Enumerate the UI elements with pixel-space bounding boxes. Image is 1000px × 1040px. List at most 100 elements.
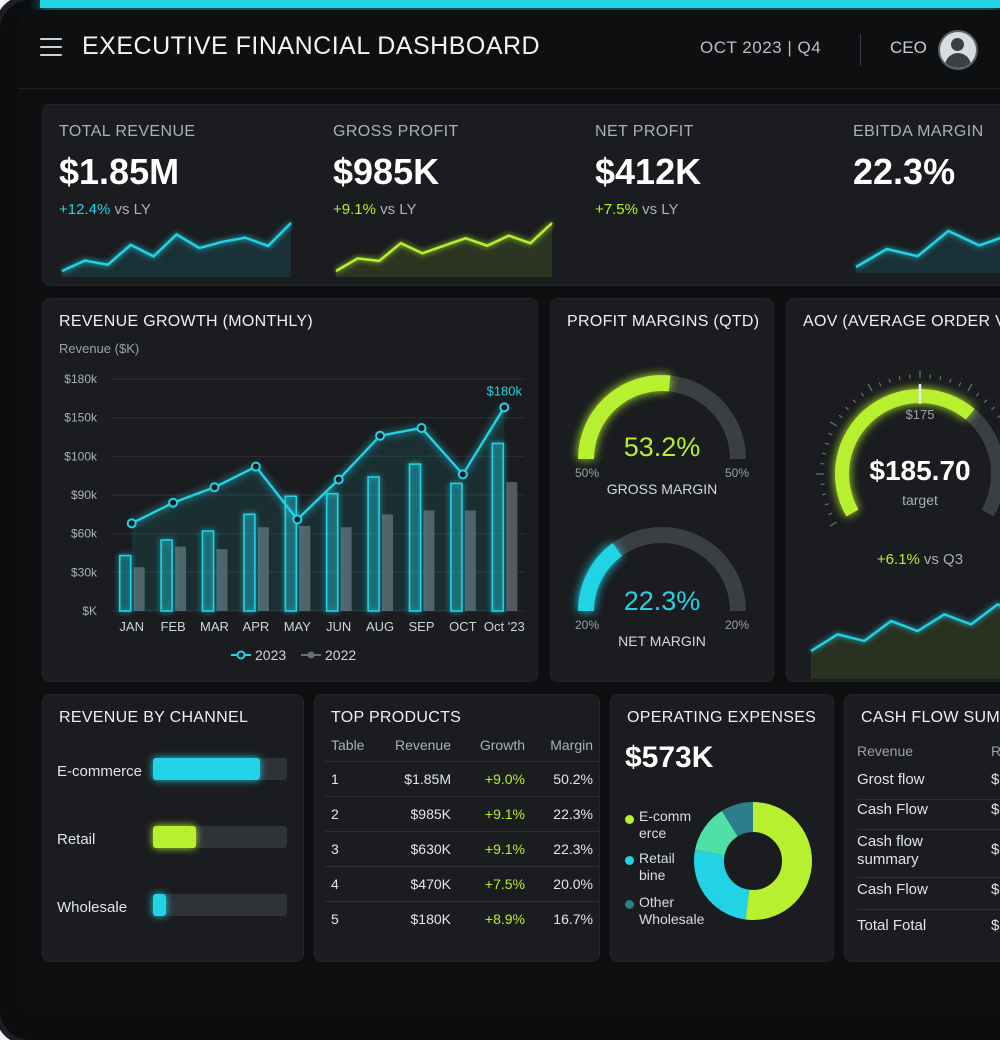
table-cell: 50.2% — [531, 762, 599, 797]
aov-gauge-tick — [991, 407, 994, 410]
x-tick-label: MAY — [284, 619, 312, 634]
table-cell: $470K — [383, 867, 457, 902]
line-point-2023 — [459, 470, 467, 478]
cash-flow-divider — [857, 877, 1000, 878]
aov-gauge-tick — [889, 379, 890, 383]
column-header[interactable]: Growth — [457, 737, 531, 762]
top-accent-bar — [40, 0, 1000, 8]
channel-fill-ecommerce — [153, 758, 260, 780]
column-header[interactable]: Revenue — [383, 737, 457, 762]
line-point-2023 — [252, 463, 260, 471]
column-header[interactable]: Margin — [531, 737, 599, 762]
kpi-total-revenue-sparkline — [59, 215, 294, 277]
revenue-by-channel-card: REVENUE BY CHANNEL E-commerce Retail Who… — [42, 694, 304, 962]
gross-margin-left-label: 50% — [575, 466, 599, 480]
operating-expenses-title: OPERATING EXPENSES — [627, 709, 816, 727]
legend-marker-2022 — [308, 652, 315, 659]
x-tick-label: MAR — [200, 619, 229, 634]
x-tick-label: OCT — [449, 619, 477, 634]
aov-gauge-tick — [868, 384, 872, 391]
aov-gauge-tick — [839, 415, 842, 417]
user-avatar[interactable] — [938, 30, 978, 70]
aov-gauge-tick — [899, 376, 900, 380]
kpi-total-revenue-value: $1.85M — [59, 151, 179, 193]
table-row[interactable]: 3$630K+9.1%22.3% — [325, 832, 599, 867]
channel-label-retail: Retail — [57, 831, 95, 848]
top-header: EXECUTIVE FINANCIAL DASHBOARD OCT 2023 |… — [18, 10, 1000, 89]
table-cell: 4 — [325, 867, 383, 902]
table-cell: 16.7% — [531, 902, 599, 937]
table-cell: 5 — [325, 902, 383, 937]
revenue-growth-subtitle: Revenue ($K) — [59, 341, 139, 356]
aov-gauge-tick — [879, 383, 881, 387]
cash-flow-row[interactable]: Grost flow$1. — [857, 771, 1000, 800]
table-row[interactable]: 2$985K+9.1%22.3% — [325, 797, 599, 832]
kpi-net-profit-value: $412K — [595, 151, 701, 193]
period-selector[interactable]: OCT 2023 | Q4 — [700, 38, 821, 58]
channel-bar-wholesale — [153, 894, 287, 916]
aov-title: AOV (AVERAGE ORDER VA — [803, 313, 1000, 331]
revenue-growth-card: REVENUE GROWTH (MONTHLY) Revenue ($K) $K… — [42, 298, 538, 682]
legend-label-2022: 2022 — [325, 647, 356, 663]
aov-gauge-tick — [829, 433, 833, 435]
aov-gauge-tick — [825, 504, 829, 505]
operating-expenses-value: $573K — [625, 741, 713, 775]
x-tick-label: AUG — [366, 619, 394, 634]
aov-gauge-tick — [984, 400, 987, 403]
net-margin-right-label: 20% — [725, 618, 749, 632]
kpi-total-revenue-label: TOTAL REVENUE — [59, 123, 196, 141]
profit-margins-gauges: 53.2% GROSS MARGIN 50% 50% 22.3% NET MAR… — [551, 339, 773, 679]
cash-flow-row[interactable]: Cash Flow$1 — [857, 801, 1000, 830]
table-cell: $630K — [383, 832, 457, 867]
table-header-row: Table Revenue Growth Margin — [325, 737, 599, 762]
table-cell: $1.85M — [383, 762, 457, 797]
legend-dot-retail — [625, 856, 634, 865]
aov-gauge-tick — [822, 453, 826, 454]
table-row[interactable]: 1$1.85M+9.0%50.2% — [325, 762, 599, 797]
table-row[interactable]: 5$180K+8.9%16.7% — [325, 902, 599, 937]
gross-margin-right-label: 50% — [725, 466, 749, 480]
table-cell: 3 — [325, 832, 383, 867]
y-tick-label: $150k — [64, 411, 98, 425]
y-tick-label: $K — [82, 604, 97, 618]
sparkline-area — [856, 231, 1000, 273]
net-margin-arc — [586, 550, 617, 611]
cash-flow-row[interactable]: Total Fotal$1. — [857, 917, 1000, 941]
table-cell: +9.1% — [457, 832, 531, 867]
operating-expenses-donut — [689, 797, 817, 925]
legend-label-2023: 2023 — [255, 647, 286, 663]
channel-bar-retail — [153, 826, 287, 848]
net-margin-value: 22.3% — [624, 586, 701, 616]
hamburger-menu-icon[interactable] — [40, 38, 62, 56]
aov-card: AOV (AVERAGE ORDER VA $175 $185.70 targe… — [786, 298, 1000, 682]
aov-gauge-tick — [940, 376, 941, 380]
kpi-gross-profit-label: GROSS PROFIT — [333, 123, 459, 141]
cash-flow-title: CASH FLOW SUMM — [861, 709, 1000, 727]
table-row[interactable]: 4$470K+7.5%20.0% — [325, 867, 599, 902]
aov-target-label: target — [902, 492, 938, 508]
table-cell: 22.3% — [531, 832, 599, 867]
kpi-gross-profit-sparkline — [333, 215, 555, 277]
aov-sparkline-area — [811, 601, 1000, 679]
line-point-2023 — [376, 432, 384, 440]
gross-margin-label: GROSS MARGIN — [607, 481, 717, 497]
user-role-label: CEO — [890, 38, 927, 58]
column-header[interactable]: Table — [325, 737, 383, 762]
gross-margin-value: 53.2% — [624, 432, 701, 462]
cash-flow-card: CASH FLOW SUMM Revenue R Grost flow$1. C… — [844, 694, 1000, 962]
top-products-table: Table Revenue Growth Margin 1$1.85M+9.0%… — [325, 737, 599, 936]
aov-gauge-tick — [830, 522, 837, 526]
peak-callout: $180k — [487, 383, 523, 398]
kpi-net-profit-label: NET PROFIT — [595, 123, 694, 141]
cash-flow-row[interactable]: Cash flow summary — [857, 833, 927, 877]
x-tick-label: SEP — [408, 619, 434, 634]
legend-label-retail: Retail bine — [639, 850, 687, 884]
channel-fill-wholesale — [153, 894, 166, 916]
cash-flow-row[interactable]: Cash Flow$1 — [857, 881, 1000, 910]
table-cell: 2 — [325, 797, 383, 832]
x-tick-label: JAN — [119, 619, 144, 634]
top-products-title: TOP PRODUCTS — [331, 709, 461, 727]
table-cell: +8.9% — [457, 902, 531, 937]
x-tick-label: APR — [243, 619, 270, 634]
line-point-2023 — [293, 515, 301, 523]
